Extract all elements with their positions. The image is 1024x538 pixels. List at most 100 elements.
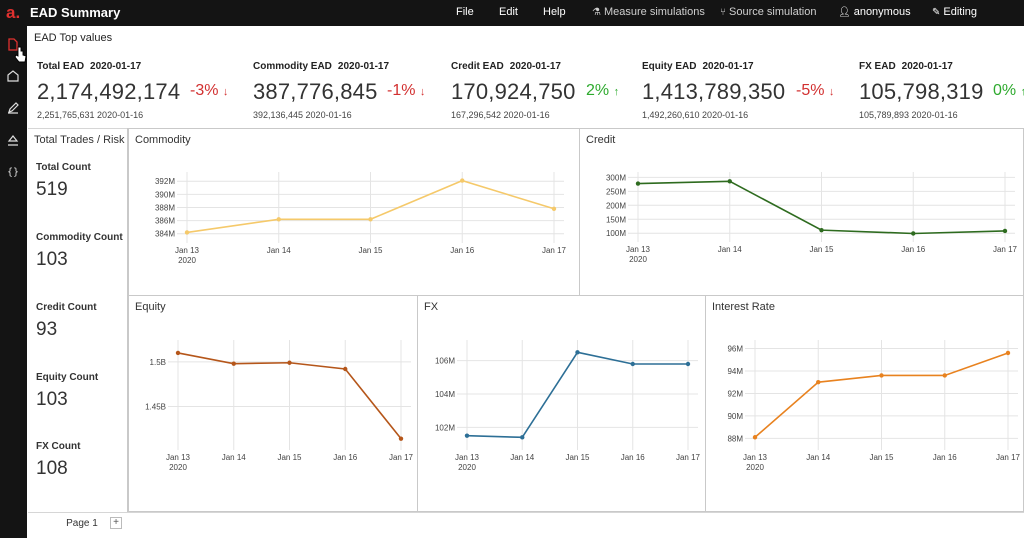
count-value: 103	[36, 249, 68, 270]
y-tick-label: 94M	[727, 367, 743, 376]
arrow-up-icon: ↑	[613, 86, 620, 98]
commodity-chart-panel[interactable]: Commodity 384M 386M 388M 390M 392M Jan 13 Jan …	[128, 128, 580, 296]
data-point	[231, 361, 236, 366]
kpi-change: 2% ↑	[586, 82, 619, 100]
data-point	[685, 361, 691, 367]
add-page-button[interactable]: +	[110, 517, 122, 529]
data-point	[460, 178, 465, 183]
page-tab[interactable]: Page 1	[52, 513, 112, 537]
x-tick-label: Jan 15	[277, 453, 302, 462]
kpi-title: Commodity EAD 2020-01-17	[253, 61, 389, 72]
count-label: Equity Count	[36, 372, 99, 383]
x-year-label: 2020	[169, 463, 187, 472]
data-point	[635, 181, 641, 186]
menu-file[interactable]: File	[456, 6, 474, 18]
data-point	[816, 380, 821, 385]
interest-rate-chart-panel[interactable]: Interest Rate 88M 90M 92M 94M 96M Jan 13 Jan 1…	[705, 295, 1024, 512]
kpi-previous: 392,136,445 2020-01-16	[253, 110, 352, 120]
kpi-title: Total EAD 2020-01-17	[37, 61, 141, 72]
kpi-change-value: -1%	[387, 82, 416, 99]
x-tick-label: Jan 17	[676, 453, 701, 462]
arrow-down-icon: ↓	[828, 86, 835, 98]
y-tick-label: 90M	[727, 412, 743, 421]
y-tick-label: 104M	[435, 390, 455, 399]
x-tick-label: Jan 13	[626, 245, 651, 254]
equity-chart-panel[interactable]: Equity 1.45B 1.5B Jan 13 Jan 14 Jan 15 Jan 16…	[128, 295, 418, 512]
count-label: Credit Count	[36, 302, 97, 313]
kpi-date: 2020-01-17	[509, 61, 561, 72]
kpi-card[interactable]: Total EAD 2020-01-17 2,174,492,174 -3% ↓ 2,2…	[37, 61, 228, 120]
count-value: 519	[36, 179, 68, 200]
arrow-down-icon: ↓	[419, 86, 426, 98]
kpi-value: 1,413,789,350	[642, 79, 786, 104]
fx-chart-panel[interactable]: FX 102M 104M 106M Jan 13 Jan 14 Jan 15 Jan 16 J…	[417, 295, 706, 512]
y-tick-label: 390M	[155, 190, 175, 199]
user-menu[interactable]: 👤︎ anonymous	[838, 6, 911, 18]
kpi-card[interactable]: Credit EAD 2020-01-17 170,924,750 2% ↑ 167,2…	[451, 61, 619, 120]
data-point	[879, 373, 884, 378]
kpi-change-value: -5%	[796, 82, 825, 99]
source-simulation-button[interactable]: ⑂ Source simulation	[720, 6, 817, 18]
kpi-previous: 105,789,893 2020-01-16	[859, 110, 958, 120]
app-logo-icon[interactable]: a.	[6, 3, 21, 22]
x-tick-label: Jan 13	[743, 453, 768, 462]
kpi-label: Equity EAD	[642, 61, 697, 72]
left-rail: {}	[0, 26, 27, 538]
kpi-title: Credit EAD 2020-01-17	[451, 61, 561, 72]
x-tick-label: Jan 14	[510, 453, 535, 462]
kpi-card[interactable]: FX EAD 2020-01-17 105,798,319 0% ↑ 105,789,8…	[859, 61, 1024, 120]
data-point	[911, 231, 916, 236]
data-point	[630, 361, 635, 367]
data-point	[520, 435, 525, 440]
x-year-label: 2020	[458, 463, 476, 472]
data-point	[819, 227, 824, 233]
y-tick-label: 88M	[727, 434, 743, 443]
y-tick-label: 200M	[606, 201, 626, 210]
credit-chart-panel[interactable]: Credit 100M 150M 200M 250M 300M Jan 13 Jan 14 J…	[579, 128, 1024, 296]
count-value: 93	[36, 319, 58, 340]
kpi-change: -5% ↓	[796, 82, 834, 100]
x-tick-label: Jan 13	[166, 453, 191, 462]
menu-help[interactable]: Help	[543, 6, 566, 18]
data-point	[368, 217, 373, 222]
y-tick-label: 392M	[155, 177, 175, 186]
y-tick-label: 300M	[606, 173, 626, 182]
measure-simulations-button[interactable]: ⚗ Measure simulations	[592, 6, 705, 18]
x-tick-label: Jan 17	[542, 246, 567, 255]
page-icon[interactable]	[6, 38, 20, 52]
count-item: Credit Count 93	[36, 302, 97, 341]
kpi-previous: 1,492,260,610 2020-01-16	[642, 110, 749, 120]
x-tick-label: Jan 17	[389, 453, 414, 462]
edit-icon[interactable]	[6, 102, 20, 116]
y-tick-label: 106M	[435, 357, 455, 366]
kpi-change: -3% ↓	[190, 82, 228, 100]
counts-panel[interactable]: Total Trades / Risk Total Count 519 Commod…	[28, 128, 128, 512]
x-year-label: 2020	[629, 255, 647, 264]
kpi-date: 2020-01-17	[90, 61, 142, 72]
count-label: Total Count	[36, 162, 91, 173]
equity-chart: 1.45B 1.5B Jan 13 Jan 14 Jan 15 Jan 16 Jan 17 2…	[145, 340, 414, 472]
counts-title: Total Trades / Risk	[34, 134, 125, 146]
x-tick-label: Jan 15	[869, 453, 894, 462]
kpi-change-value: -3%	[190, 82, 219, 99]
x-tick-label: Jan 14	[267, 246, 292, 255]
filter-edit-icon[interactable]	[6, 134, 20, 148]
kpi-change-value: 0%	[993, 82, 1017, 99]
app-title: EAD Summary	[30, 5, 121, 20]
x-year-label: 2020	[746, 463, 764, 472]
kpi-label: FX EAD	[859, 61, 896, 72]
code-icon[interactable]: {}	[6, 167, 20, 178]
y-tick-label: 96M	[727, 344, 743, 353]
widgets-icon[interactable]	[6, 70, 20, 84]
mode-toggle[interactable]: ✎ Editing	[932, 6, 978, 18]
kpi-value: 170,924,750	[451, 79, 576, 104]
kpi-card[interactable]: Equity EAD 2020-01-17 1,413,789,350 -5% ↓ 1,…	[642, 61, 834, 120]
x-tick-label: Jan 14	[222, 453, 247, 462]
kpi-card[interactable]: Commodity EAD 2020-01-17 387,776,845 -1% ↓ 3…	[253, 61, 425, 120]
menu-edit[interactable]: Edit	[499, 6, 518, 18]
kpi-value: 387,776,845	[253, 79, 378, 104]
top-bar: a. EAD Summary File Edit Help ⚗ Measure s…	[0, 0, 1024, 26]
x-tick-label: Jan 14	[718, 245, 743, 254]
user-icon: 👤︎	[838, 7, 851, 18]
kpi-label: Credit EAD	[451, 61, 504, 72]
